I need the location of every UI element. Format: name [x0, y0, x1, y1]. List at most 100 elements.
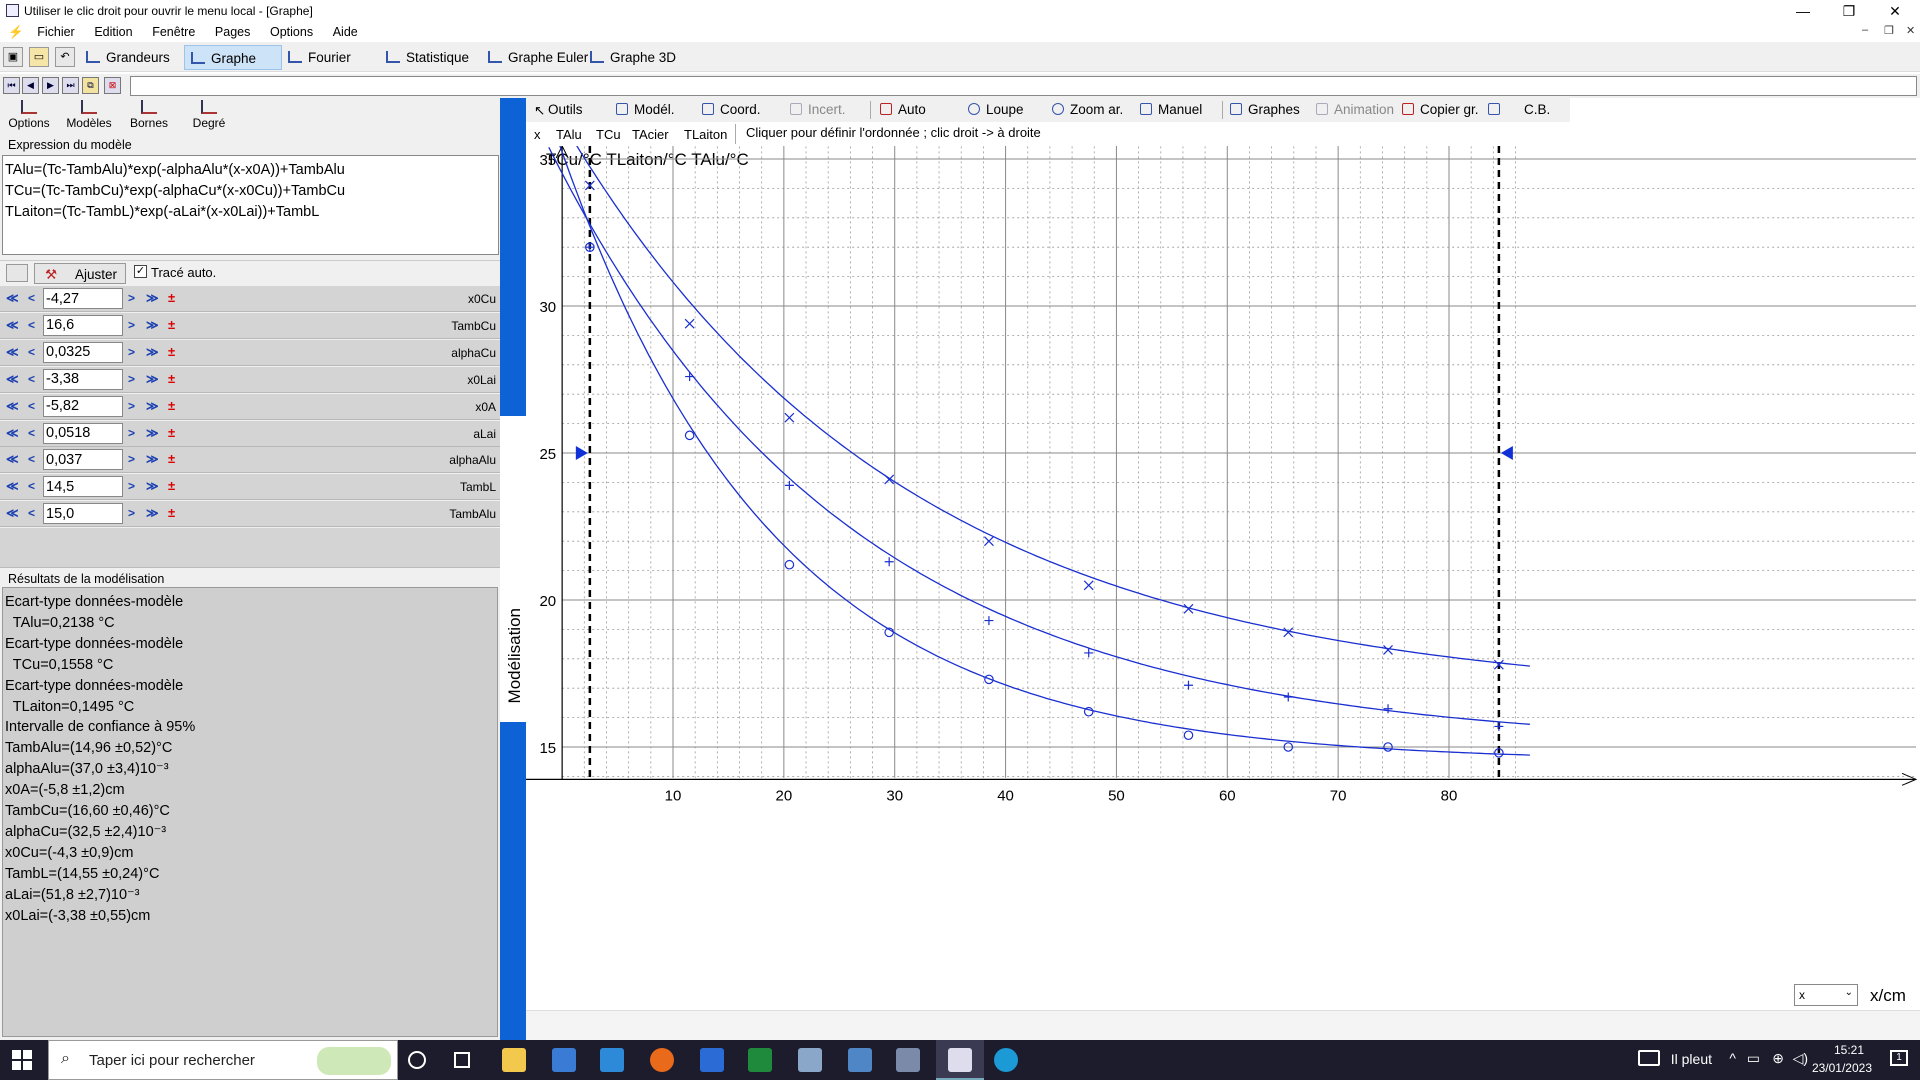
menu-edition[interactable]: Edition [94, 25, 133, 39]
plus-minus-icon[interactable]: ± [168, 316, 176, 332]
minimize-button[interactable]: — [1796, 3, 1810, 19]
graph-area[interactable]: TCu/°C TLaiton/°C TAlu/°C 10 20 30 40 50 60 70… [526, 146, 1920, 1010]
decrement-icon[interactable]: < [28, 479, 36, 494]
decrement-icon[interactable]: < [28, 291, 36, 305]
open-folder-icon[interactable]: ▭ [29, 47, 49, 67]
decrement-icon[interactable]: < [28, 398, 36, 413]
fast-increment-icon[interactable]: ≫ [146, 398, 159, 413]
increment-icon[interactable]: > [128, 506, 136, 521]
app-menu-icon[interactable]: ⚡ [8, 25, 24, 39]
chevron-up-icon[interactable]: ^ [1729, 1050, 1736, 1066]
increment-icon[interactable]: > [128, 371, 136, 386]
manual-scale-button[interactable]: Manuel [1140, 102, 1202, 117]
fast-decrement-icon[interactable]: ≪ [6, 479, 19, 494]
mail-icon[interactable] [600, 1048, 624, 1072]
menu-pages[interactable]: Pages [214, 25, 251, 39]
close-button[interactable]: ✕ [1889, 3, 1901, 19]
task-view-icon[interactable] [454, 1052, 470, 1068]
volume-icon[interactable]: ◁) [1792, 1050, 1808, 1066]
clock-date[interactable]: 23/01/2023 [1811, 1061, 1872, 1075]
plus-minus-icon[interactable]: ± [168, 370, 176, 386]
param-value-input[interactable] [43, 476, 123, 498]
selector-tacier[interactable]: TAcier [632, 127, 669, 142]
increment-icon[interactable]: > [128, 425, 136, 440]
child-restore-button[interactable]: ❐ [1884, 25, 1894, 37]
zoom-back-button[interactable]: Zoom ar. [1052, 102, 1123, 117]
fast-increment-icon[interactable]: ≫ [146, 344, 159, 359]
magnifier-button[interactable]: Loupe [968, 102, 1024, 117]
selector-talu[interactable]: TAlu [556, 127, 582, 142]
model-button[interactable]: Modél. [616, 102, 675, 117]
increment-icon[interactable]: > [128, 291, 136, 305]
fast-increment-icon[interactable]: ≫ [146, 371, 159, 386]
param-value-input[interactable] [43, 368, 123, 390]
bounds-button[interactable]: Bornes [120, 100, 178, 130]
plus-minus-icon[interactable]: ± [168, 478, 176, 494]
selector-x[interactable]: x [534, 127, 541, 142]
store-icon[interactable] [552, 1048, 576, 1072]
last-page-icon[interactable]: ⏭ [62, 77, 79, 94]
menu-aide[interactable]: Aide [332, 25, 358, 39]
decrement-icon[interactable]: < [28, 371, 36, 386]
model-expression-editor[interactable]: TAlu=(Tc-TambAlu)*exp(-alphaAlu*(x-x0A))… [2, 155, 499, 255]
fast-decrement-icon[interactable]: ≪ [6, 452, 19, 467]
next-page-icon[interactable]: ▶ [42, 77, 59, 94]
cb-button[interactable]: C.B. [1488, 102, 1550, 117]
fast-decrement-icon[interactable]: ≪ [6, 291, 19, 305]
selector-tlaiton[interactable]: TLaiton [684, 127, 728, 142]
plus-minus-icon[interactable]: ± [168, 343, 176, 359]
param-value-input[interactable] [43, 503, 123, 525]
fast-decrement-icon[interactable]: ≪ [6, 398, 19, 413]
chart-svg[interactable]: 10 20 30 40 50 60 70 80 15 20 25 30 35 [526, 146, 1920, 1010]
plus-minus-icon[interactable]: ± [168, 397, 176, 413]
decrement-icon[interactable]: < [28, 344, 36, 359]
tab-statistique[interactable]: Statistique [380, 45, 475, 70]
weather-text[interactable]: Il pleut [1670, 1051, 1712, 1067]
increment-icon[interactable]: > [128, 452, 136, 467]
param-value-input[interactable] [43, 341, 123, 363]
undo-icon[interactable]: ↶ [55, 47, 75, 67]
plus-minus-icon[interactable]: ± [168, 505, 176, 521]
globe-icon[interactable]: ⊕ [1772, 1050, 1784, 1066]
prev-page-icon[interactable]: ◀ [22, 77, 39, 94]
fast-increment-icon[interactable]: ≫ [146, 506, 159, 521]
education-icon[interactable] [798, 1048, 822, 1072]
regressi-taskbar-button[interactable] [936, 1040, 984, 1080]
network-icon[interactable]: ▭ [1746, 1050, 1760, 1066]
tab-graphe[interactable]: Graphe [184, 45, 282, 70]
taskbar-search-box[interactable]: ⌕ Taper ici pour rechercher [48, 1040, 398, 1080]
tab-graphe-3d[interactable]: Graphe 3D [584, 45, 682, 70]
tab-fourier[interactable]: Fourier [282, 45, 357, 70]
selector-tcu[interactable]: TCu [596, 127, 621, 142]
increment-icon[interactable]: > [128, 344, 136, 359]
tab-grandeurs[interactable]: Grandeurs [80, 45, 176, 70]
fast-decrement-icon[interactable]: ≪ [6, 425, 19, 440]
plus-minus-icon[interactable]: ± [168, 290, 176, 305]
fast-decrement-icon[interactable]: ≪ [6, 371, 19, 386]
trace-auto-checkbox[interactable]: ✓ [134, 265, 147, 278]
page-comment-input[interactable] [130, 76, 1917, 96]
excel-icon[interactable] [748, 1048, 772, 1072]
copy-graph-button[interactable]: Copier gr. [1402, 102, 1479, 117]
calculator-icon[interactable] [896, 1048, 920, 1072]
fast-increment-icon[interactable]: ≫ [146, 425, 159, 440]
child-minimize-button[interactable]: – [1862, 24, 1869, 36]
fast-decrement-icon[interactable]: ≪ [6, 506, 19, 521]
copy-page-icon[interactable]: ⧉ [82, 77, 99, 94]
animation-button[interactable]: Animation [1316, 102, 1394, 117]
graphs-button[interactable]: Graphes [1230, 102, 1300, 117]
side-scroll-lower[interactable] [500, 722, 526, 1040]
increment-icon[interactable]: > [128, 398, 136, 413]
models-button[interactable]: Modèles [60, 100, 118, 130]
x-variable-select[interactable]: x ⌄ [1794, 984, 1858, 1006]
decrement-icon[interactable]: < [28, 506, 36, 521]
windows-start-icon[interactable] [12, 1050, 32, 1070]
word-icon[interactable] [700, 1048, 724, 1072]
increment-icon[interactable]: > [128, 479, 136, 494]
weather-icon[interactable] [1638, 1050, 1660, 1066]
fast-increment-icon[interactable]: ≫ [146, 452, 159, 467]
child-close-button[interactable]: ✕ [1906, 25, 1916, 37]
tab-graphe-euler[interactable]: Graphe Euler [482, 45, 594, 70]
delete-page-icon[interactable]: ⊠ [104, 77, 121, 94]
param-value-input[interactable] [43, 422, 123, 444]
